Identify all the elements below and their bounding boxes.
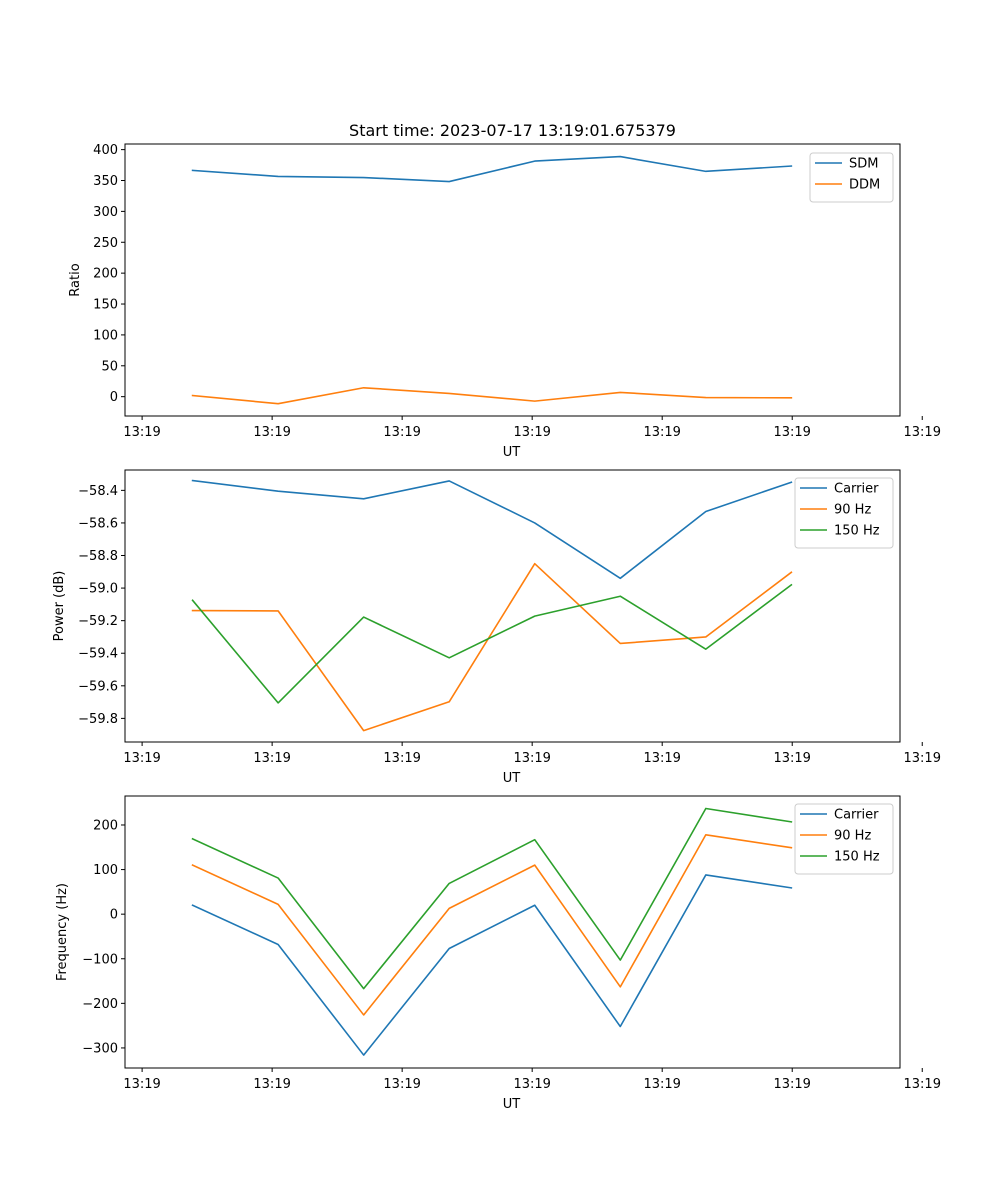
x-tick-label: 13:19	[513, 425, 550, 440]
legend-label: 150 Hz	[834, 524, 880, 539]
x-tick-label: 13:19	[123, 751, 160, 766]
legend: Carrier 90 Hz 150 Hz	[794, 477, 894, 549]
y-tick-label: −200	[82, 997, 118, 1012]
y-tick-label: 350	[93, 174, 118, 189]
y-axis-label: Ratio	[68, 263, 83, 296]
panel-ratio: 13:19 13:19 13:19 13:19 13:19 13:19 13:19 0 50 10…	[68, 143, 941, 460]
x-tick-label: 13:19	[123, 1077, 160, 1092]
x-axis-label: UT	[503, 771, 521, 786]
plots: 13:19 13:19 13:19 13:19 13:19 13:19 13:19 0 50 10…	[52, 143, 941, 1112]
series-line-frequency-150-hz	[191, 807, 793, 990]
y-tick-label: −59.2	[78, 614, 118, 629]
series-line-power-carrier	[191, 479, 793, 580]
legend-label: SDM	[849, 157, 878, 172]
x-tick-label: 13:19	[773, 751, 810, 766]
x-tick-label: 13:19	[383, 1077, 420, 1092]
panel-frequency: 13:19 13:19 13:19 13:19 13:19 13:19 13:19 −300 −…	[55, 795, 941, 1112]
x-tick-label: 13:19	[253, 751, 290, 766]
legend-label: 150 Hz	[834, 850, 880, 865]
y-tick-label: 0	[110, 908, 118, 923]
x-tick-label: 13:19	[383, 425, 420, 440]
legend-label: 90 Hz	[834, 503, 871, 518]
y-axis-label: Power (dB)	[52, 571, 67, 642]
plot-frame	[124, 469, 901, 743]
y-tick-label: −59.6	[78, 679, 118, 694]
y-tick-label: −59.4	[78, 647, 118, 662]
y-tick-label: −58.4	[78, 484, 118, 499]
x-axis-label: UT	[503, 445, 521, 460]
x-tick-label: 13:19	[513, 1077, 550, 1092]
series-line-power-90-hz	[191, 562, 793, 732]
y-tick-label: 200	[93, 818, 118, 833]
y-tick-label: −59.0	[78, 582, 118, 597]
y-tick-label: 300	[93, 205, 118, 220]
plot-frame	[124, 143, 901, 417]
y-tick-label: 250	[93, 236, 118, 251]
series-line-power-150-hz	[191, 583, 793, 704]
y-tick-label: −300	[82, 1041, 118, 1056]
x-tick-label: 13:19	[904, 1077, 941, 1092]
y-tick-label: 150	[93, 298, 118, 313]
y-tick-label: 200	[93, 267, 118, 282]
legend-label: 90 Hz	[834, 829, 871, 844]
x-tick-label: 13:19	[383, 751, 420, 766]
legend-label: Carrier	[834, 482, 879, 497]
x-tick-label: 13:19	[773, 425, 810, 440]
plot-frame	[124, 795, 901, 1069]
x-tick-label: 13:19	[643, 425, 680, 440]
y-tick-label: 0	[110, 390, 118, 405]
y-tick-label: −59.8	[78, 712, 118, 727]
series-line-ratio-ddm	[191, 386, 793, 405]
legend-label: DDM	[849, 178, 880, 193]
y-tick-label: 50	[101, 359, 118, 374]
legend: Carrier 90 Hz 150 Hz	[794, 803, 894, 875]
series-line-frequency-carrier	[191, 874, 793, 1056]
legend: SDM DDM	[809, 152, 894, 203]
x-tick-label: 13:19	[123, 425, 160, 440]
figure-title: Start time: 2023-07-17 13:19:01.675379	[349, 121, 676, 140]
x-tick-label: 13:19	[904, 751, 941, 766]
x-tick-label: 13:19	[513, 751, 550, 766]
y-axis-label: Frequency (Hz)	[55, 883, 70, 981]
y-tick-label: −58.6	[78, 516, 118, 531]
x-tick-label: 13:19	[773, 1077, 810, 1092]
y-tick-label: −58.8	[78, 549, 118, 564]
y-tick-label: 400	[93, 143, 118, 158]
x-tick-label: 13:19	[253, 425, 290, 440]
y-tick-label: −100	[82, 952, 118, 967]
legend-label: Carrier	[834, 808, 879, 823]
series-line-ratio-sdm	[191, 155, 793, 183]
x-axis-label: UT	[503, 1097, 521, 1112]
y-tick-label: 100	[93, 863, 118, 878]
panel-power: 13:19 13:19 13:19 13:19 13:19 13:19 13:19 −59.8…	[52, 469, 941, 786]
legend-box	[809, 152, 894, 203]
x-tick-label: 13:19	[643, 1077, 680, 1092]
x-tick-label: 13:19	[643, 751, 680, 766]
y-tick-label: 100	[93, 328, 118, 343]
x-tick-label: 13:19	[904, 425, 941, 440]
series-line-frequency-90-hz	[191, 833, 793, 1016]
x-tick-label: 13:19	[253, 1077, 290, 1092]
